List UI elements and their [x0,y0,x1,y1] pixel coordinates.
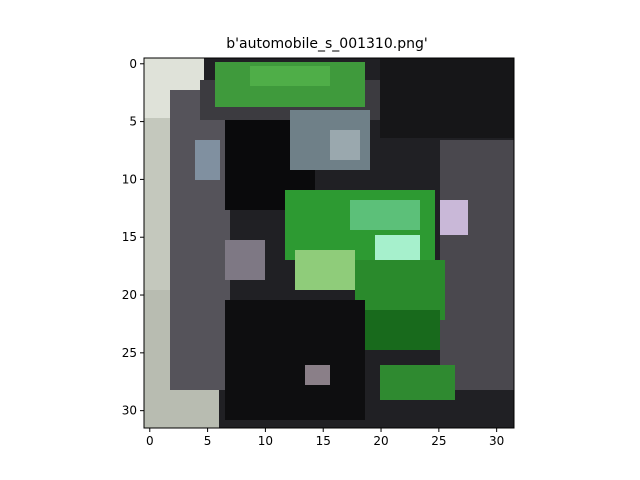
y-tick-label: 30 [122,404,137,418]
x-tick-label: 0 [146,434,154,448]
image-gray-spot [305,365,330,385]
image-mint-highlight [375,235,420,260]
x-tick-label: 15 [316,434,331,448]
image-tire-left [170,90,230,390]
image-frame [143,57,515,429]
image-green-highlight [350,200,420,230]
x-tick-label: 30 [489,434,504,448]
y-tick-label: 10 [122,172,137,186]
image-blue-gray [195,140,220,180]
x-tick-label: 10 [258,434,273,448]
y-tick-label: 0 [129,57,137,71]
y-tick-label: 20 [122,288,137,302]
x-tick-label: 5 [204,434,212,448]
image-tire-right [440,140,514,390]
image-dark-lower [225,300,365,420]
y-tick-label: 5 [129,115,137,129]
y-tick-label: 25 [122,346,137,360]
x-axis: 0 5 10 15 20 25 30 [146,428,504,448]
x-tick-label: 20 [373,434,388,448]
image-green-top-light [250,66,330,86]
y-axis: 0 5 10 15 20 25 30 [122,57,144,418]
image-hub-steel-light [330,130,360,160]
image-green-dark [360,310,440,350]
y-tick-label: 15 [122,230,137,244]
image-dark-top-right [380,58,514,138]
image-pixels [143,57,515,429]
image-green-light-patch [295,250,355,290]
x-tick-label: 25 [431,434,446,448]
image-green-bottom [380,365,455,400]
image-gray-mid [225,240,265,280]
figure-title: b'automobile_s_001310.png' [226,36,427,52]
image-lavender-spot [440,200,468,235]
